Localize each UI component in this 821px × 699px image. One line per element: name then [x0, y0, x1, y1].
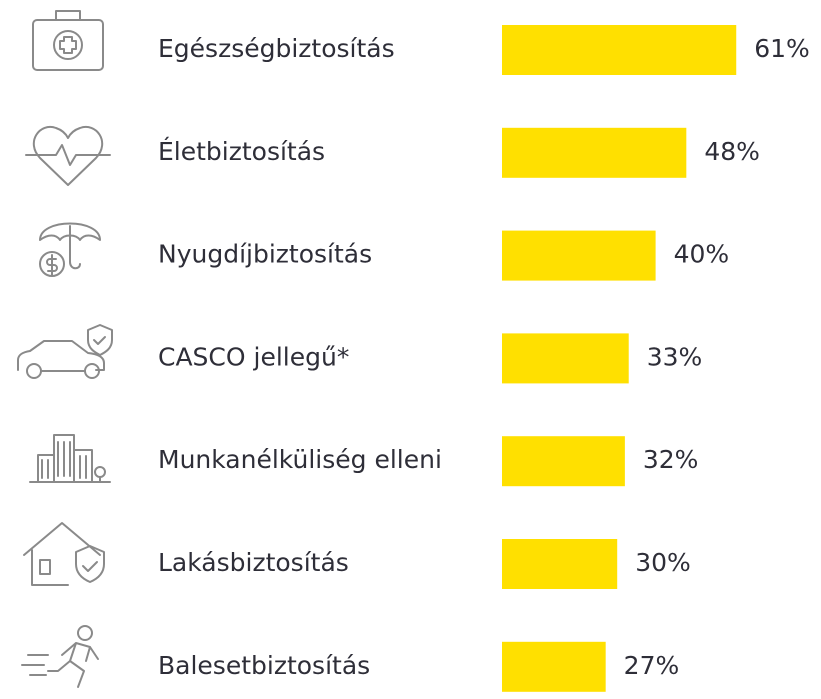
value-label: 33% — [647, 342, 703, 371]
value-label: 27% — [624, 651, 680, 680]
value-label: 30% — [635, 548, 691, 577]
icon-life — [25, 125, 111, 186]
bar — [502, 641, 606, 692]
icon-home — [23, 522, 105, 586]
category-label: Életbiztosítás — [158, 137, 325, 166]
icon-health — [32, 10, 104, 71]
bar — [502, 539, 618, 589]
category-label: Munkanélküliség elleni — [158, 445, 442, 474]
category-label: Nyugdíjbiztosítás — [158, 240, 372, 269]
value-label: 61% — [754, 34, 810, 63]
value-label: 40% — [674, 240, 730, 269]
bar — [502, 230, 656, 281]
category-label: Balesetbiztosítás — [158, 651, 370, 680]
icons — [17, 10, 113, 688]
icon-accident — [21, 625, 99, 688]
bar — [502, 25, 737, 75]
bar — [502, 127, 687, 178]
category-label: Egészségbiztosítás — [158, 34, 395, 63]
icon-casco — [17, 324, 113, 379]
value-label: 32% — [643, 445, 699, 474]
category-label: CASCO jellegű* — [158, 342, 349, 371]
icon-unemployment — [29, 434, 111, 483]
value-label: 48% — [704, 137, 760, 166]
icon-pension — [39, 222, 101, 277]
category-label: Lakásbiztosítás — [158, 548, 349, 577]
bar — [502, 333, 629, 384]
bar — [502, 436, 625, 487]
